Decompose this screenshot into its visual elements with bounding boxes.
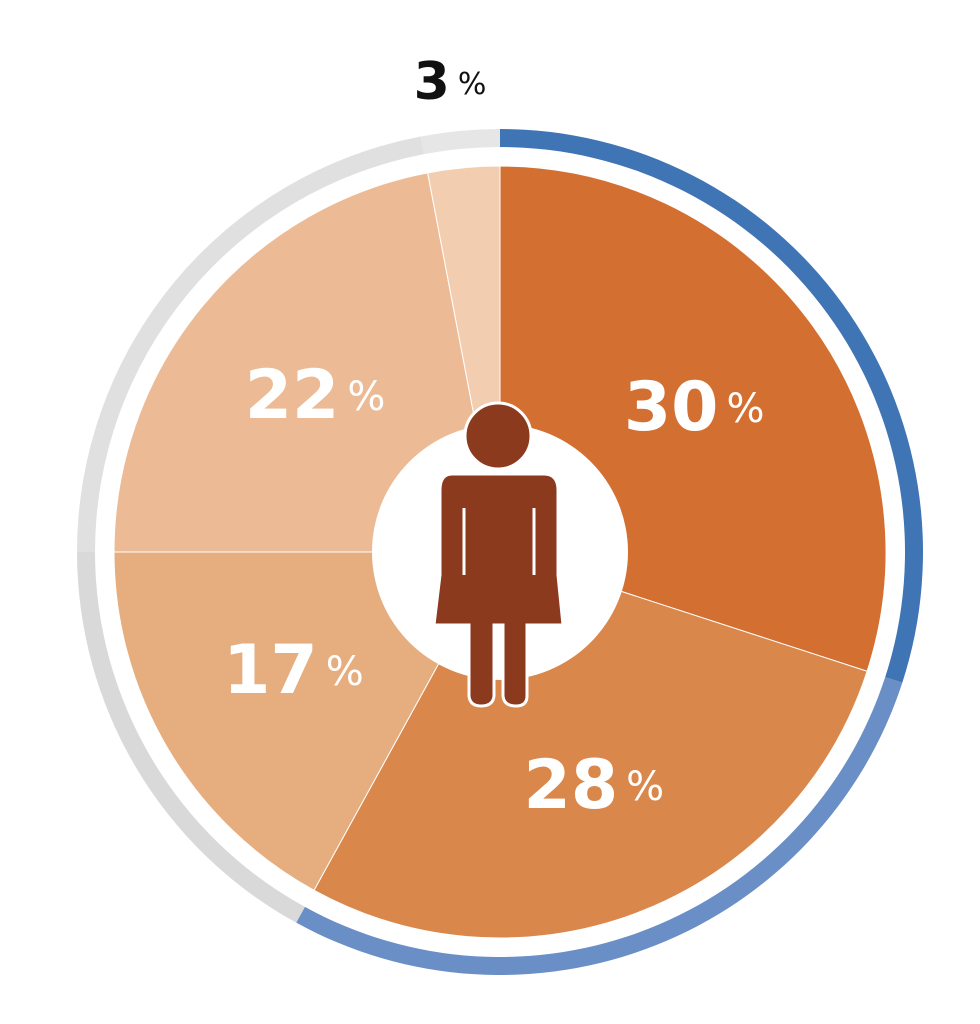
value-label: 28% bbox=[524, 746, 665, 825]
woman-icon bbox=[432, 401, 565, 708]
value-unit: % bbox=[347, 374, 385, 420]
value-label: 30% bbox=[624, 367, 765, 446]
value-number: 22 bbox=[245, 356, 340, 435]
value-unit: % bbox=[726, 386, 764, 432]
pie-slice bbox=[113, 551, 501, 891]
value-unit: % bbox=[458, 67, 487, 102]
value-number: 3 bbox=[414, 52, 450, 112]
value-label: 17% bbox=[223, 631, 364, 710]
value-number: 28 bbox=[524, 746, 619, 825]
ring-segment bbox=[296, 677, 903, 975]
labels: 30 %28 %17 %22 %3% bbox=[223, 52, 764, 825]
center-icon bbox=[372, 401, 628, 708]
icon-arm-lines bbox=[462, 508, 536, 575]
ring-segment bbox=[77, 136, 425, 552]
ring-segment bbox=[420, 129, 500, 155]
value-number: 17 bbox=[223, 631, 318, 710]
value-unit: % bbox=[626, 764, 664, 810]
pie-slice bbox=[113, 172, 501, 553]
value-label: 22% bbox=[245, 356, 386, 435]
value-number: 30 bbox=[624, 367, 719, 446]
value-label: 3% bbox=[414, 52, 487, 112]
value-unit: % bbox=[326, 649, 364, 695]
ring-segment bbox=[77, 552, 305, 923]
